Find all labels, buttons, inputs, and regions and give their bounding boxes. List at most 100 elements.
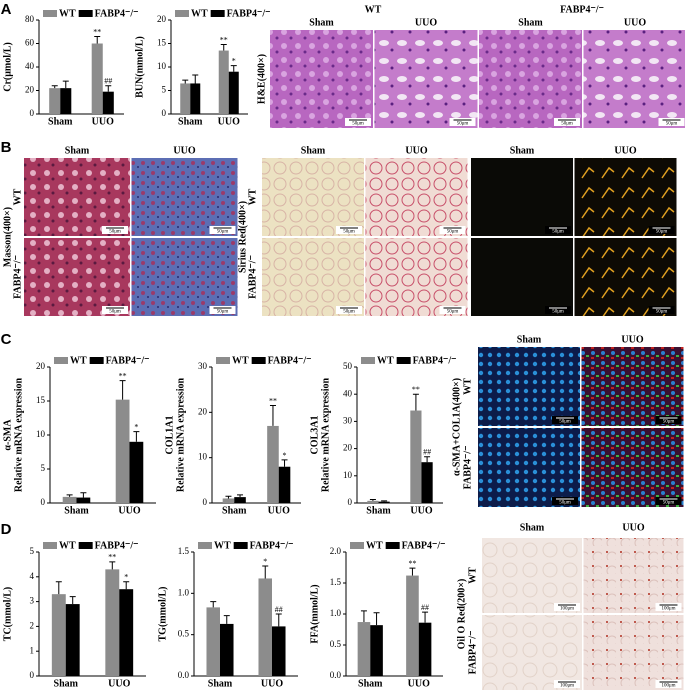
error-bar [182, 79, 189, 84]
y-tick-label: 0.0 [330, 670, 342, 680]
y-tick-label: 0.0 [178, 670, 190, 680]
significance: * [232, 56, 236, 65]
scale-label: 50μm [343, 310, 355, 315]
row-group-label: WT [247, 188, 258, 205]
error-bar [409, 567, 416, 576]
bar [65, 604, 80, 676]
legend-swatch [54, 357, 68, 364]
bar [180, 83, 191, 114]
legend-label: WT [59, 540, 76, 551]
significance: * [263, 557, 267, 566]
legend-label: WT [214, 540, 231, 551]
bar [102, 91, 114, 114]
legend-swatch [385, 542, 400, 549]
error-bar [192, 74, 199, 84]
legend-label: FABP4⁻/⁻ [227, 8, 271, 19]
scale-label: 50μm [561, 122, 573, 127]
y-axis-label: Relative mRNA expression [175, 377, 186, 492]
y-tick-label: 30 [343, 415, 353, 425]
significance: ## [275, 605, 283, 614]
significance: ** [108, 553, 116, 562]
column-label: UUO [622, 522, 644, 533]
scale-label: 50μm [217, 310, 229, 315]
bar [357, 622, 371, 676]
scale-box [545, 306, 571, 314]
legend-label: FABP4⁻/⁻ [95, 540, 139, 551]
y-tick-label: 5 [30, 546, 35, 556]
y-tick-label: 10 [198, 452, 208, 462]
y-tick-label: 10 [343, 470, 353, 480]
y-tick-label: 5 [41, 463, 46, 473]
column-label: UUO [624, 17, 646, 28]
bar [76, 497, 91, 503]
legend-label: FABP4⁻/⁻ [106, 355, 150, 366]
column-label: UUO [405, 145, 427, 156]
scale-box [554, 680, 580, 688]
panel-letter: D [1, 521, 12, 538]
error-bar [281, 459, 288, 467]
bar [406, 575, 419, 676]
legend-label: FABP4⁻/⁻ [268, 355, 312, 366]
row-group-label: FABP4⁻/⁻ [462, 446, 473, 490]
y-tick-label: 5 [162, 85, 167, 95]
scale-box [102, 226, 128, 234]
error-bar [269, 405, 276, 426]
error-bar [62, 80, 69, 89]
bar [206, 607, 220, 676]
row-group-label: FABP4⁻/⁻ [12, 255, 23, 299]
significance: * [124, 573, 128, 582]
x-tick-label: UUO [118, 505, 140, 516]
scale-box [554, 603, 580, 611]
column-label: Sham [518, 17, 543, 28]
error-bar [109, 561, 116, 570]
bar [378, 501, 390, 503]
error-bar [123, 581, 130, 590]
scale-box [655, 497, 682, 505]
error-bar [220, 43, 227, 51]
legend-swatch [78, 542, 93, 549]
micrograph [583, 615, 684, 690]
micrograph [471, 158, 573, 236]
y-tick-label: 0 [203, 497, 208, 507]
bar [418, 622, 432, 676]
significance: ## [423, 448, 431, 457]
micrograph [581, 347, 684, 426]
error-bar [360, 610, 367, 623]
x-tick-label: Sham [64, 505, 89, 516]
scale-label: 50μm [559, 420, 571, 425]
row-label: Oil O Red(200×) [456, 579, 467, 650]
micrograph [482, 615, 582, 690]
significance: ** [220, 35, 228, 44]
bar [234, 497, 246, 503]
y-axis-label: COL1A1 [164, 416, 175, 455]
y-tick-label: 20 [25, 85, 35, 95]
x-tick-label: Sham [48, 116, 73, 127]
error-bar [230, 65, 237, 72]
legend-swatch [361, 357, 375, 364]
scale-box [552, 416, 578, 424]
legend-label: FABP4⁻/⁻ [95, 8, 139, 19]
micrograph [24, 238, 130, 316]
micrograph [583, 538, 684, 613]
scale-label: 50μm [552, 310, 564, 315]
error-bar [210, 601, 217, 608]
scale-label: 50μm [559, 501, 571, 506]
significance: ## [421, 603, 429, 612]
bar [228, 71, 239, 114]
legend-swatch [198, 542, 212, 549]
scale-label: 100μm [560, 607, 574, 612]
micrograph [478, 347, 580, 426]
legend-swatch [43, 10, 57, 17]
y-tick-label: 30 [198, 361, 208, 371]
scale-label: 50μm [656, 230, 668, 235]
scale-box [655, 680, 682, 688]
micrograph [24, 158, 130, 236]
y-tick-label: 4 [30, 571, 35, 581]
legend-label: FABP4⁻/⁻ [413, 355, 457, 366]
error-bar [424, 456, 431, 463]
y-axis-label: Relative mRNA expression [13, 377, 24, 492]
error-bar [225, 495, 232, 499]
row-label: α-SMA+COL1A(400×) [451, 378, 462, 476]
error-bar [369, 498, 376, 501]
scale-label: 50μm [109, 310, 121, 315]
